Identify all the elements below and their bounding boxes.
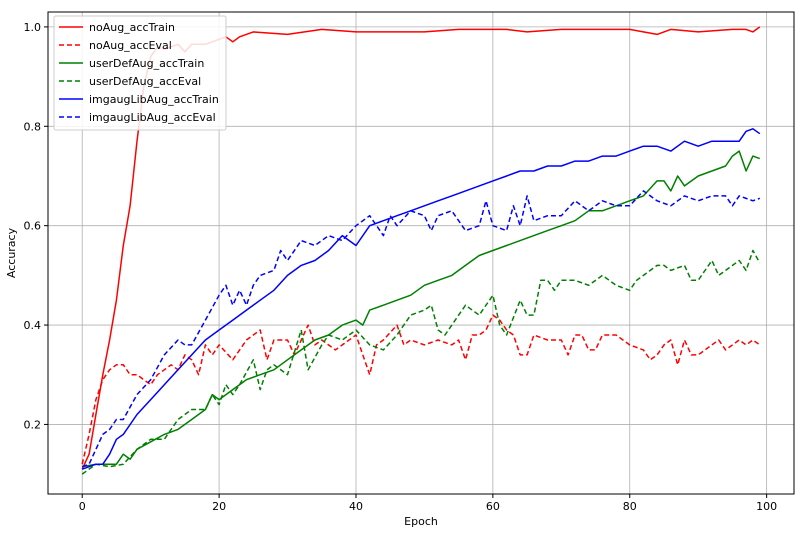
- series-line-noAug_accEval: [81, 314, 761, 465]
- x-tick-label: 100: [756, 500, 777, 513]
- x-axis-label: Epoch: [404, 515, 438, 528]
- x-tick-label: 0: [79, 500, 86, 513]
- legend-label-userDefAug_accTrain: userDefAug_accTrain: [89, 57, 204, 70]
- y-tick-label: 0.8: [24, 120, 42, 133]
- legend-label-imgaugLibAug_accEval: imgaugLibAug_accEval: [89, 111, 216, 124]
- series-layer: [81, 26, 761, 475]
- y-tick-label: 0.2: [24, 418, 42, 431]
- legend-label-imgaugLibAug_accTrain: imgaugLibAug_accTrain: [89, 93, 219, 106]
- legend-label-noAug_accEval: noAug_accEval: [89, 39, 172, 52]
- grid-lines: [48, 12, 794, 494]
- plot-frame: [47, 11, 795, 495]
- x-tick-label: 40: [349, 500, 363, 513]
- y-tick-label: 0.6: [24, 220, 42, 233]
- series-line-userDefAug_accEval: [81, 249, 761, 475]
- y-tick-label: 0.4: [24, 319, 42, 332]
- legend: noAug_accTrain noAug_accEval userDefAug_ac…: [53, 15, 227, 131]
- legend-label-userDefAug_accEval: userDefAug_accEval: [89, 75, 201, 88]
- x-tick-label: 20: [212, 500, 226, 513]
- y-axis-label: Accuracy: [5, 227, 18, 278]
- series-line-imgaugLibAug_accTrain: [81, 128, 761, 470]
- legend-label-noAug_accTrain: noAug_accTrain: [89, 21, 175, 34]
- series-line-noAug_accTrain: [81, 26, 761, 470]
- y-tick-label: 1.0: [24, 21, 42, 34]
- x-tick-label: 60: [486, 500, 500, 513]
- axis-ticks: 0 20 40 60 80 100 0.2 0.4 0.6 0.8 1.0: [24, 21, 778, 513]
- legend-box: [53, 15, 227, 131]
- series-line-imgaugLibAug_accEval: [81, 190, 761, 468]
- x-tick-label: 80: [623, 500, 637, 513]
- series-line-userDefAug_accTrain: [82, 150, 761, 468]
